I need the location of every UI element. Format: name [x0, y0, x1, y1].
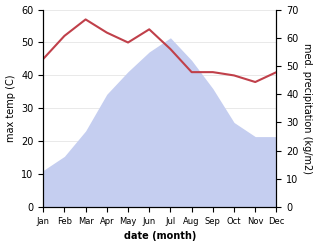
- X-axis label: date (month): date (month): [124, 231, 196, 242]
- Y-axis label: max temp (C): max temp (C): [5, 75, 16, 142]
- Y-axis label: med. precipitation (kg/m2): med. precipitation (kg/m2): [302, 43, 313, 174]
